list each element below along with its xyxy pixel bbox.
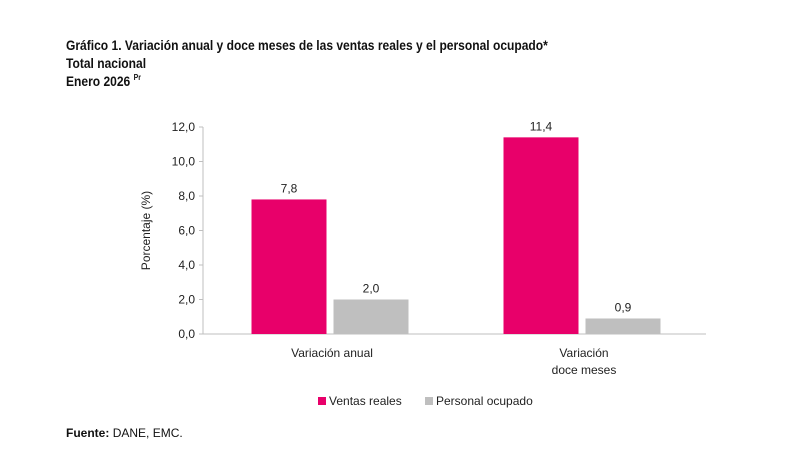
chart-period: Enero 2026 Pr [66, 73, 141, 89]
y-tick-label: 2,0 [178, 293, 195, 307]
bar-ventas-reales [251, 199, 327, 334]
y-tick-label: 8,0 [178, 189, 195, 203]
data-label: 2,0 [363, 282, 380, 296]
y-tick-label: 6,0 [178, 224, 195, 238]
legend-swatch [425, 397, 433, 405]
data-label: 0,9 [615, 300, 632, 314]
y-tick-label: 10,0 [172, 155, 196, 169]
y-tick-label: 0,0 [178, 327, 195, 341]
y-tick-label: 4,0 [178, 258, 195, 272]
source-note: Fuente: DANE, EMC. [66, 426, 183, 440]
legend-label: Personal ocupado [436, 394, 533, 408]
chart-subtitle: Total nacional [66, 55, 147, 71]
y-tick-label: 12,0 [172, 120, 196, 134]
y-axis-label: Porcentaje (%) [139, 191, 153, 270]
chart-title: Gráfico 1. Variación anual y doce meses … [66, 37, 548, 53]
legend-label: Ventas reales [329, 394, 402, 408]
x-tick-label: Variación [559, 346, 608, 360]
bar-ventas-reales [503, 137, 579, 334]
period-text: Enero 2026 [66, 73, 131, 89]
data-label: 11,4 [530, 119, 553, 133]
period-superscript: Pr [133, 73, 141, 82]
x-tick-label: doce meses [552, 363, 617, 377]
data-label: 7,8 [281, 181, 298, 195]
legend-swatch [318, 397, 326, 405]
bar-personal-ocupado [585, 318, 661, 334]
source-text: DANE, EMC. [112, 426, 183, 440]
source-label: Fuente: [66, 426, 110, 440]
bar-personal-ocupado [333, 299, 409, 334]
x-tick-label: Variación anual [291, 346, 373, 360]
